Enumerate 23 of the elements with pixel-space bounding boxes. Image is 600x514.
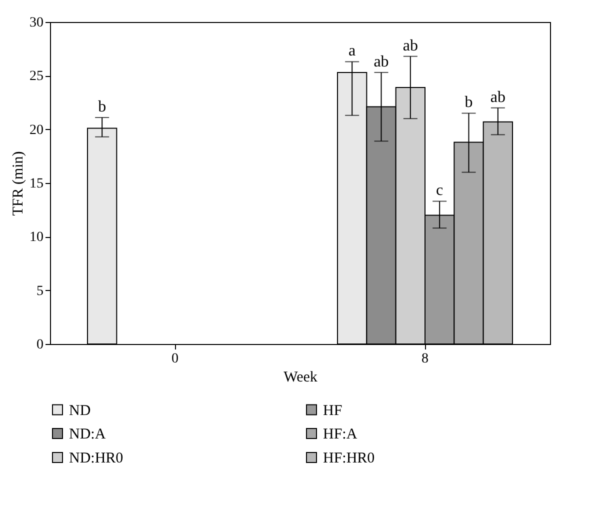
- y-axis-title: TFR (min): [10, 151, 26, 216]
- y-tick-label: 5: [36, 284, 44, 299]
- legend-label: HF: [323, 402, 342, 419]
- data-label: ab: [490, 88, 506, 106]
- legend-label: ND:A: [69, 426, 106, 442]
- y-tick-label: 30: [30, 16, 44, 30]
- data-label: b: [464, 94, 473, 112]
- legend-label: HF:A: [323, 426, 358, 442]
- data-label: a: [348, 42, 356, 60]
- data-label: ab: [402, 37, 418, 54]
- x-tick-label: 8: [422, 352, 428, 366]
- y-tick-label: 20: [30, 122, 44, 138]
- data-label: c: [436, 182, 444, 200]
- y-tick-label: 25: [30, 69, 44, 84]
- y-tick-label: 15: [30, 176, 44, 192]
- legend-label: ND:HR0: [69, 450, 124, 466]
- data-label: b: [98, 98, 106, 116]
- legend-label: HF:HR0: [323, 450, 375, 466]
- x-axis-title: Week: [284, 370, 318, 386]
- y-tick-label: 0: [36, 338, 44, 352]
- y-tick-label: 10: [30, 230, 44, 246]
- legend-label: ND: [69, 402, 91, 419]
- data-label: ab: [374, 53, 389, 70]
